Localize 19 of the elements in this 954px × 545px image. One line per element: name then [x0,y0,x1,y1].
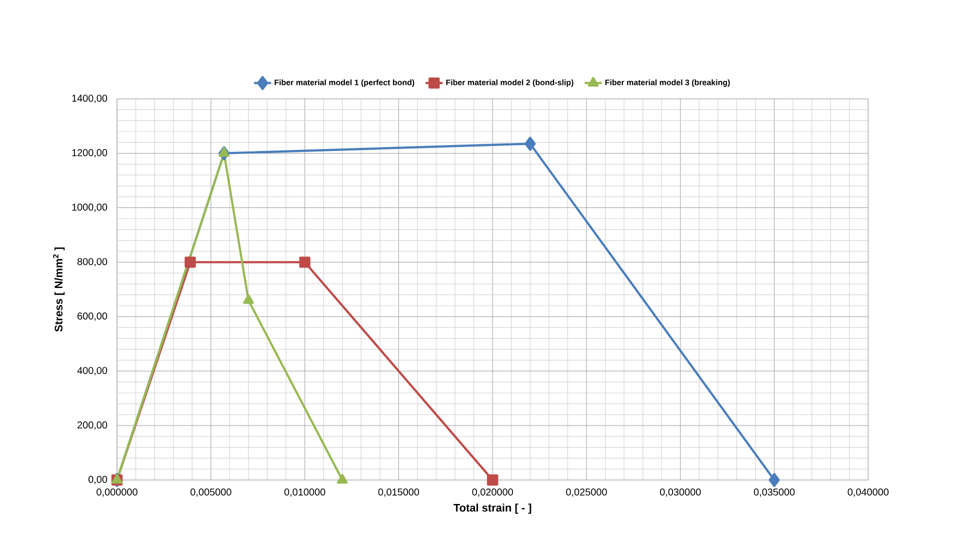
y-tick-label: 0,00 [88,476,108,484]
y-tick-label: 400,00 [77,366,108,376]
y-tick-label: 800,00 [77,258,108,266]
y-tick-label: 1200,00 [72,149,108,158]
x-tick-label: 0,025000 [566,488,607,497]
x-tick-label: 0,000000 [96,488,138,497]
x-tick-label: 0,020000 [472,488,513,497]
y-tick-label: 1400,00 [72,94,108,103]
x-axis-title: Total strain [ - ] [454,504,532,514]
y-tick-label: 200,00 [78,421,108,430]
y-axis-title: Stress [ N/mm$^{2}$ ] [53,247,65,332]
x-tick-label: 0,030000 [660,488,701,497]
x-tick-label: 0,040000 [848,488,889,497]
y-tick-label: 1000,00 [72,204,108,212]
y-tick-label: 600,00 [78,312,108,321]
x-tick-label: 0,035000 [754,488,795,497]
x-tick-label: 0,005000 [190,488,232,497]
x-tick-label: 0,015000 [378,488,420,497]
x-tick-label: 0,010000 [284,488,326,497]
